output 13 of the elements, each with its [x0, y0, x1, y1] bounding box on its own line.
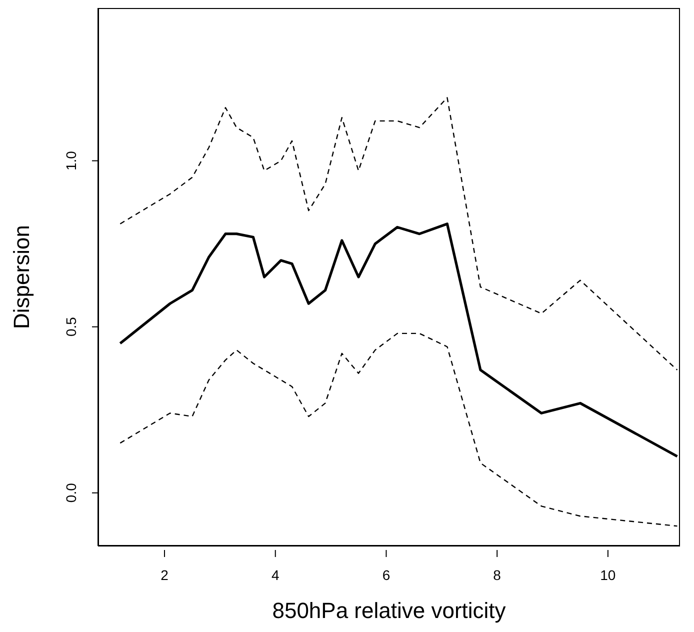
x-tick-label: 2 — [160, 567, 169, 583]
y-axis-title: Dispersion — [9, 225, 35, 329]
x-tick-label: 8 — [493, 567, 502, 583]
x-tick-label: 4 — [271, 567, 280, 583]
line-series — [120, 97, 678, 371]
x-tick-label: 6 — [382, 567, 390, 583]
x-tick-label: 10 — [600, 567, 616, 583]
line-series — [120, 332, 678, 527]
x-axis-title: 850hPa relative vorticity — [271, 598, 507, 624]
y-tick-label: 1.0 — [63, 150, 79, 170]
y-tick-label: 0.0 — [63, 482, 79, 503]
y-tick-label: 0.5 — [63, 316, 79, 337]
line-series — [118, 222, 679, 458]
